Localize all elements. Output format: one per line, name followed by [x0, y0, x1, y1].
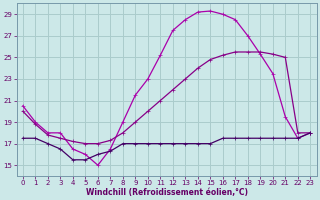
X-axis label: Windchill (Refroidissement éolien,°C): Windchill (Refroidissement éolien,°C) [85, 188, 248, 197]
